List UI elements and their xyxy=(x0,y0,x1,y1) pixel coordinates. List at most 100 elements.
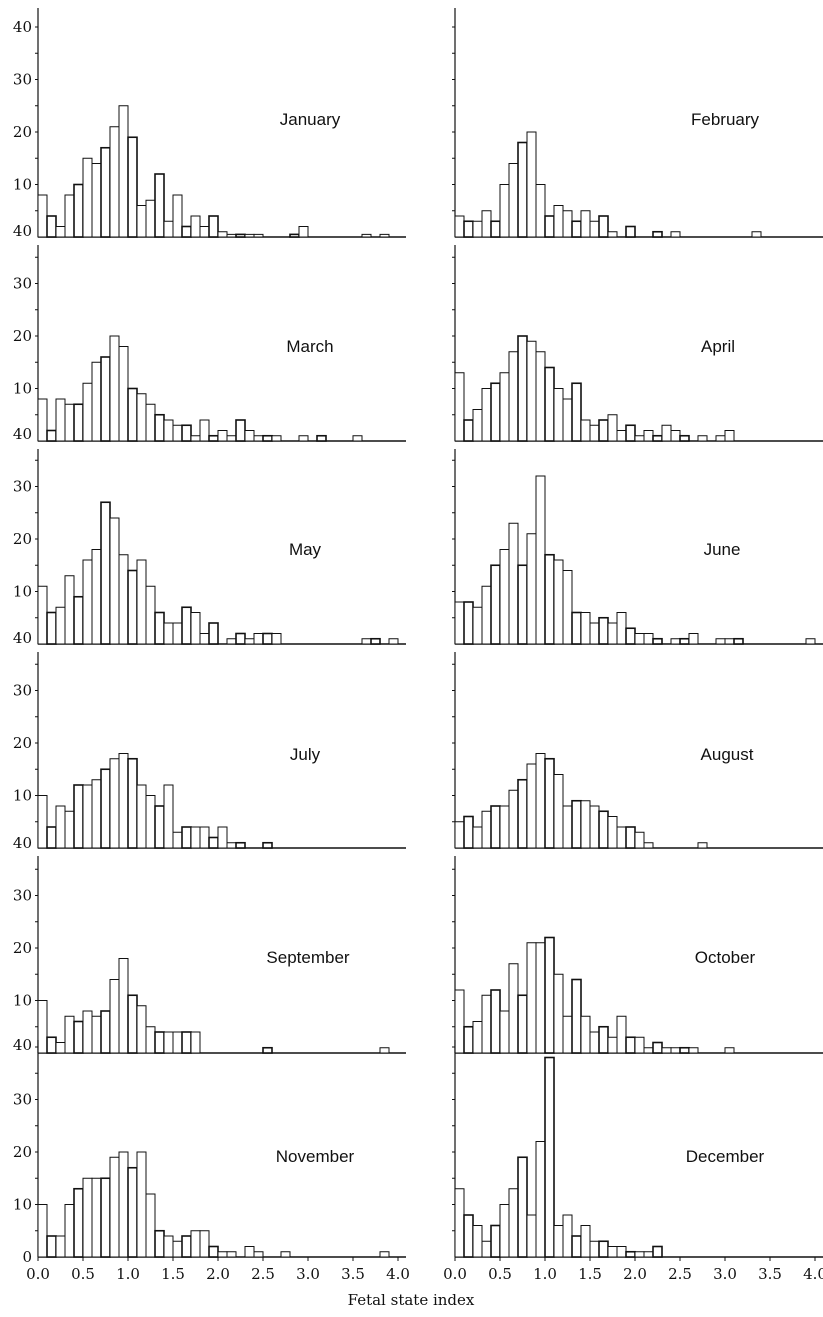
histogram-bar xyxy=(91,1015,102,1054)
histogram-bar xyxy=(661,424,672,442)
y-tick-label: 10 xyxy=(13,380,32,398)
histogram-bar xyxy=(55,1235,66,1258)
y-tick-label: 20 xyxy=(13,327,32,345)
histogram-bar xyxy=(607,622,618,645)
histogram-panel-july: July 10 20 30 40 xyxy=(13,629,406,849)
histogram-bar xyxy=(616,430,627,442)
histogram-bar xyxy=(181,1031,192,1054)
histogram-bar xyxy=(526,763,537,849)
histogram-bar xyxy=(616,826,627,849)
histogram-bar xyxy=(181,1235,192,1258)
histogram-bar xyxy=(481,210,492,238)
histogram-bar xyxy=(163,220,174,238)
histogram-bar xyxy=(580,419,591,442)
histogram-bar xyxy=(625,627,636,645)
histogram-bar xyxy=(298,226,309,238)
histogram-bar xyxy=(154,1031,165,1054)
histogram-bar xyxy=(508,789,519,849)
histogram-bar xyxy=(379,1047,390,1054)
y-tick-label: 40 xyxy=(13,834,32,852)
histogram-bar xyxy=(37,795,48,849)
histogram-bar xyxy=(73,784,84,849)
histogram-bar xyxy=(37,398,48,442)
histogram-bar xyxy=(199,633,210,645)
histogram-bar xyxy=(724,1047,735,1054)
histogram-bar xyxy=(199,226,210,238)
histogram-bar xyxy=(625,1250,636,1258)
histogram-bar xyxy=(226,435,237,442)
histogram-bar xyxy=(100,1010,111,1054)
histogram-bar xyxy=(235,841,246,849)
histogram-bar xyxy=(64,403,75,442)
histogram-bar xyxy=(544,757,555,849)
x-tick-label: 2.5 xyxy=(251,1265,275,1283)
histogram-bar xyxy=(271,435,282,442)
y-tick-label: 30 xyxy=(13,478,32,496)
histogram-bar xyxy=(544,366,555,442)
histogram-bar xyxy=(553,1225,564,1258)
histogram-bar xyxy=(118,105,129,238)
histogram-bar xyxy=(82,157,93,238)
histogram-bar xyxy=(271,633,282,645)
histogram-bar xyxy=(82,1177,93,1258)
histogram-bar xyxy=(127,994,138,1054)
histogram-panel-august: August xyxy=(452,652,823,849)
histogram-bar xyxy=(91,779,102,849)
histogram-bar xyxy=(598,1240,609,1258)
y-tick-label: 20 xyxy=(13,939,32,957)
histogram-panel-june: June xyxy=(452,449,823,645)
histogram-bar xyxy=(697,842,708,849)
histogram-bar xyxy=(634,1036,645,1054)
histogram-bar xyxy=(379,233,390,238)
histogram-bar xyxy=(37,194,48,238)
panel-label: August xyxy=(701,745,754,764)
histogram-bar xyxy=(652,637,663,645)
histogram-bar xyxy=(508,351,519,442)
histogram-bar xyxy=(145,199,156,238)
histogram-bar xyxy=(352,435,363,442)
histogram-bar xyxy=(46,215,57,238)
histogram-bar xyxy=(589,1031,600,1054)
histogram-bar xyxy=(679,1046,690,1054)
y-tick-label: 10 xyxy=(13,583,32,601)
histogram-bar xyxy=(190,435,201,442)
histogram-bar xyxy=(625,1036,636,1054)
histogram-bar xyxy=(73,183,84,238)
histogram-bar xyxy=(262,1046,273,1054)
histogram-bar xyxy=(643,1251,654,1258)
histogram-bar xyxy=(145,585,156,645)
histogram-bar xyxy=(199,1230,210,1258)
histogram-bar xyxy=(598,1025,609,1054)
histogram-bar xyxy=(508,522,519,645)
histogram-bar xyxy=(190,826,201,849)
histogram-panel-march: March 10 20 30 40 xyxy=(13,222,406,442)
histogram-bar xyxy=(463,601,474,645)
y-tick-label: 20 xyxy=(13,1143,32,1161)
histogram-bar xyxy=(235,632,246,645)
histogram-bar xyxy=(499,805,510,849)
histogram-bar xyxy=(589,424,600,442)
histogram-bar xyxy=(91,549,102,645)
histogram-bar xyxy=(535,351,546,442)
histogram-bar xyxy=(580,1015,591,1054)
histogram-bar xyxy=(463,419,474,442)
histogram-bar xyxy=(589,1240,600,1258)
histogram-bar xyxy=(472,409,483,442)
histogram-bar xyxy=(562,805,573,849)
histogram-bar xyxy=(562,1015,573,1054)
histogram-bar xyxy=(55,226,66,238)
histogram-bar xyxy=(481,1240,492,1258)
histogram-bar xyxy=(481,994,492,1054)
histogram-bar xyxy=(82,382,93,442)
panel-label: March xyxy=(286,337,333,356)
histogram-bar xyxy=(481,388,492,442)
histogram-bar xyxy=(145,403,156,442)
histogram-bar xyxy=(64,810,75,849)
histogram-bar xyxy=(490,989,501,1054)
histogram-bar xyxy=(100,1177,111,1258)
y-tick-label: 40 xyxy=(13,222,32,240)
histogram-bar xyxy=(670,231,681,238)
histogram-bar xyxy=(91,163,102,238)
histogram-bar xyxy=(316,434,327,442)
histogram-bar xyxy=(190,612,201,645)
